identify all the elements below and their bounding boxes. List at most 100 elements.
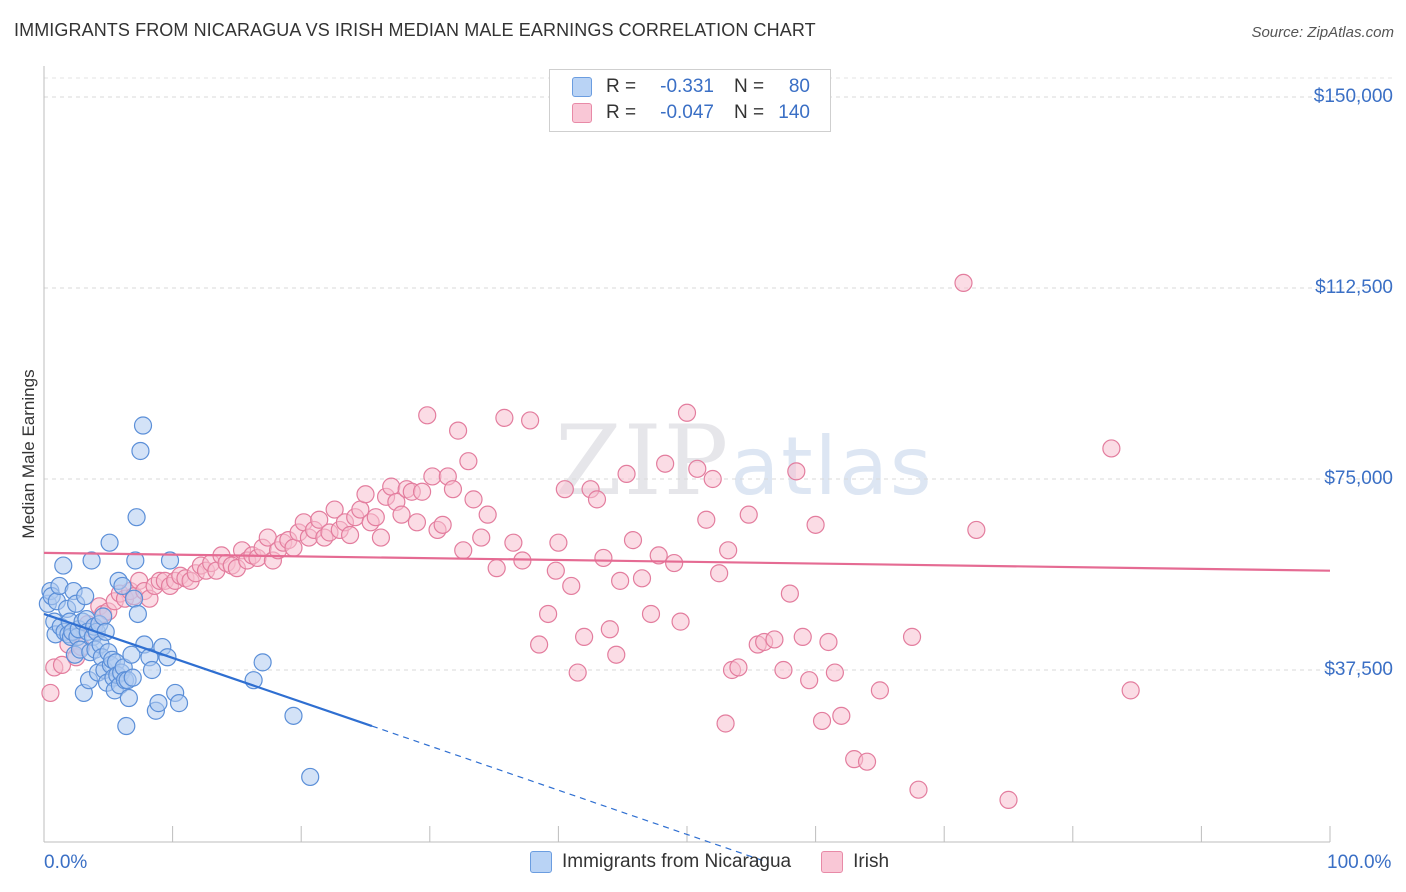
irish-point xyxy=(954,273,973,293)
irish-point xyxy=(495,408,514,427)
irish-point xyxy=(356,485,375,504)
irish-point xyxy=(549,533,568,552)
y-tick-label: $112,500 xyxy=(1315,277,1393,298)
legend-n-label: N = xyxy=(734,102,765,123)
irish-point xyxy=(371,528,391,547)
irish-point xyxy=(800,671,819,690)
nicaragua-point xyxy=(127,508,146,527)
irish-point xyxy=(459,452,478,471)
series-legend-irish: Irish xyxy=(821,851,889,873)
irish-point xyxy=(392,505,411,524)
irish-point xyxy=(418,406,437,425)
irish-point xyxy=(562,576,581,596)
nicaragua-point xyxy=(123,668,142,687)
legend-row-irish: R = -0.047 N = 140 xyxy=(572,101,810,125)
irish-point xyxy=(729,658,748,677)
irish-point xyxy=(52,655,72,675)
x-axis-min-label: 0.0% xyxy=(44,852,88,873)
series-label-irish: Irish xyxy=(853,851,890,872)
irish-point xyxy=(433,515,452,534)
irish-point xyxy=(688,459,707,478)
nicaragua-point xyxy=(160,551,180,570)
nicaragua-point xyxy=(113,576,132,596)
legend-row-nicaragua: R = -0.331 N = 80 xyxy=(572,75,810,99)
irish-point xyxy=(739,505,758,524)
irish-point xyxy=(857,752,877,771)
irish-point xyxy=(530,635,549,654)
irish-point xyxy=(454,541,473,560)
nicaragua-trend-line xyxy=(43,612,373,728)
y-tick-label: $37,500 xyxy=(1324,659,1393,680)
irish-point xyxy=(575,627,594,646)
irish-point xyxy=(412,482,432,501)
legend-n-label: N = xyxy=(734,76,765,97)
irish-point xyxy=(697,510,716,529)
nicaragua-point xyxy=(142,660,162,680)
irish-point xyxy=(284,538,303,557)
irish-point xyxy=(382,477,401,496)
series-legend-nicaragua: Immigrants from Nicaragua xyxy=(530,851,791,873)
irish-point xyxy=(539,604,558,624)
irish-point xyxy=(310,510,329,529)
irish-point xyxy=(793,627,812,646)
nicaragua-point xyxy=(253,653,272,672)
irish-point xyxy=(617,464,636,484)
correlation-legend: R = -0.331 N = 80 R = -0.047 N = 140 xyxy=(549,69,831,132)
legend-r-label: R = xyxy=(606,102,637,123)
nicaragua-point xyxy=(301,767,320,787)
nicaragua-point xyxy=(82,551,101,570)
irish-point xyxy=(407,513,427,532)
irish-point xyxy=(656,454,675,473)
nicaragua-point xyxy=(169,694,189,713)
irish-point xyxy=(1121,681,1140,700)
irish-point xyxy=(478,505,497,524)
irish-point xyxy=(623,531,643,550)
series-swatch-nicaragua xyxy=(530,851,552,873)
nicaragua-point xyxy=(131,441,150,461)
series-swatch-irish xyxy=(821,851,844,873)
irish-point xyxy=(487,559,506,578)
irish-point xyxy=(819,632,838,652)
irish-point xyxy=(677,403,697,422)
watermark: ZIPatlas xyxy=(555,405,934,517)
irish-point xyxy=(443,480,463,499)
nicaragua-point xyxy=(284,706,303,725)
y-axis-label: Median Male Earnings xyxy=(19,369,38,539)
nicaragua-point xyxy=(128,604,147,624)
irish-point xyxy=(423,467,442,486)
irish-point xyxy=(719,541,738,560)
irish-point xyxy=(967,520,986,540)
irish-point xyxy=(765,630,784,649)
irish-point xyxy=(41,683,60,703)
irish-point xyxy=(600,620,619,639)
irish-point xyxy=(870,681,890,700)
irish-point xyxy=(703,469,722,489)
irish-point xyxy=(649,546,668,565)
irish-point xyxy=(825,663,844,682)
irish-point xyxy=(504,533,523,552)
irish-point xyxy=(632,569,652,588)
legend-swatch-irish xyxy=(572,103,592,123)
irish-point xyxy=(607,645,626,664)
irish-point xyxy=(716,714,735,733)
irish-point xyxy=(787,462,806,481)
irish-point xyxy=(340,525,360,545)
irish-point xyxy=(611,571,630,590)
chart-title: IMMIGRANTS FROM NICARAGUA VS IRISH MEDIA… xyxy=(14,20,816,40)
irish-point xyxy=(780,584,799,603)
nicaragua-point xyxy=(133,416,153,435)
irish-point xyxy=(594,548,613,568)
series-label-nicaragua: Immigrants from Nicaragua xyxy=(562,851,792,872)
nicaragua-point xyxy=(126,551,145,570)
irish-point xyxy=(546,561,565,580)
legend-r-value: -0.331 xyxy=(660,76,714,97)
chart-source: Source: ZipAtlas.com xyxy=(1251,24,1394,41)
y-tick-label: $150,000 xyxy=(1313,86,1393,107)
legend-n-value: 140 xyxy=(778,102,810,123)
nicaragua-point xyxy=(76,587,95,606)
nicaragua-trend-extension xyxy=(371,725,765,862)
series-legend: Immigrants from Nicaragua Irish xyxy=(530,851,919,873)
irish-point xyxy=(902,627,922,646)
irish-trend-line xyxy=(43,551,1331,572)
